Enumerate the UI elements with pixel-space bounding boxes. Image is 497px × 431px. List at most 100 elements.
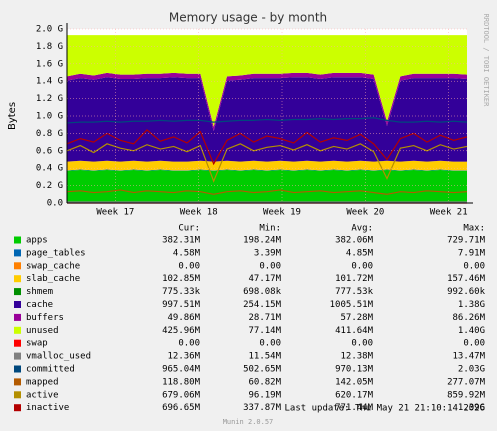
legend-entry: mapped bbox=[26, 377, 59, 387]
legend-entry: slab_cache bbox=[26, 274, 80, 284]
legend-stat: 3.39M bbox=[254, 248, 282, 258]
legend-swatch bbox=[14, 365, 21, 373]
legend-stat: 57.28M bbox=[340, 313, 373, 323]
x-tick-label: Week 19 bbox=[263, 208, 301, 218]
legend-stat: 777.53k bbox=[335, 287, 374, 297]
y-tick-label: 0.8 G bbox=[36, 129, 63, 139]
legend-stat: 382.31M bbox=[162, 236, 201, 246]
legend-header: Min: bbox=[259, 224, 281, 234]
legend-entry: unused bbox=[26, 326, 59, 336]
legend-swatch bbox=[14, 339, 21, 347]
y-tick-label: 0.6 G bbox=[36, 146, 63, 156]
legend-stat: 4.58M bbox=[173, 248, 201, 258]
legend-stat: 28.71M bbox=[248, 313, 281, 323]
legend-swatch bbox=[14, 236, 21, 244]
legend-stat: 0.00 bbox=[259, 261, 281, 271]
line bbox=[66, 129, 468, 166]
legend-header: Avg: bbox=[351, 224, 373, 234]
legend-stat: 620.17M bbox=[335, 390, 374, 400]
legend-stat: 997.51M bbox=[162, 300, 201, 310]
legend-swatch bbox=[14, 249, 21, 257]
legend-stat: 142.05M bbox=[335, 377, 374, 387]
legend-swatch bbox=[14, 378, 21, 386]
legend-stat: 1.40G bbox=[458, 326, 485, 336]
line bbox=[66, 117, 468, 124]
side-text: RRDTOOL / TOBI OETIKER bbox=[482, 14, 490, 108]
legend-stat: 118.80M bbox=[162, 377, 201, 387]
legend-entry: swap bbox=[26, 339, 48, 349]
legend-entry: shmem bbox=[26, 287, 53, 297]
legend-swatch bbox=[14, 326, 21, 334]
legend-entry: active bbox=[26, 390, 59, 400]
legend-stat: 60.82M bbox=[248, 377, 281, 387]
legend-swatch bbox=[14, 313, 21, 321]
legend-stat: 102.85M bbox=[162, 274, 201, 284]
y-tick-label: 0.0 bbox=[47, 199, 63, 209]
legend-entry: cache bbox=[26, 300, 53, 310]
legend-stat: 77.14M bbox=[248, 326, 281, 336]
legend-stat: 0.00 bbox=[259, 339, 281, 349]
legend-stat: 101.72M bbox=[335, 274, 374, 284]
legend-header: Cur: bbox=[178, 224, 200, 234]
y-axis-label: Bytes bbox=[7, 102, 18, 130]
legend-stat: 679.06M bbox=[162, 390, 201, 400]
legend-stat: 502.65M bbox=[243, 365, 282, 375]
y-tick-label: 1.8 G bbox=[36, 42, 63, 52]
legend-stat: 4.85M bbox=[346, 248, 374, 258]
legend-swatch bbox=[14, 275, 21, 283]
legend-stat: 0.00 bbox=[351, 261, 373, 271]
legend-stat: 425.96M bbox=[162, 326, 201, 336]
legend-stat: 970.13M bbox=[335, 365, 374, 375]
legend-stat: 698.08k bbox=[243, 287, 282, 297]
legend-stat: 337.87M bbox=[243, 403, 282, 413]
legend-stat: 859.92M bbox=[447, 390, 486, 400]
legend-swatch bbox=[14, 288, 21, 296]
legend-stat: 11.54M bbox=[248, 352, 281, 362]
legend-stat: 2.03G bbox=[458, 365, 485, 375]
legend-stat: 775.33k bbox=[162, 287, 201, 297]
legend-stat: 277.07M bbox=[447, 377, 486, 387]
legend-header: Max: bbox=[463, 224, 485, 234]
area bbox=[67, 169, 467, 171]
legend-swatch bbox=[14, 352, 21, 360]
legend-stat: 13.47M bbox=[452, 352, 485, 362]
legend-stat: 382.06M bbox=[335, 236, 374, 246]
legend-entry: inactive bbox=[26, 403, 69, 413]
legend-stat: 696.65M bbox=[162, 403, 201, 413]
legend-stat: 992.60k bbox=[447, 287, 486, 297]
legend-stat: 411.64M bbox=[335, 326, 374, 336]
legend-stat: 965.04M bbox=[162, 365, 201, 375]
legend-stat: 254.15M bbox=[243, 300, 282, 310]
chart-title: Memory usage - by month bbox=[169, 11, 327, 25]
legend-stat: 1.38G bbox=[458, 300, 485, 310]
legend-stat: 1.39G bbox=[458, 403, 485, 413]
last-update: Last update: Thu May 21 21:10:14 2026 bbox=[285, 404, 485, 414]
y-tick-label: 0.2 G bbox=[36, 181, 63, 191]
y-tick-label: 1.4 G bbox=[36, 77, 63, 87]
y-tick-label: 1.2 G bbox=[36, 94, 63, 104]
legend-stat: 12.36M bbox=[167, 352, 200, 362]
legend-stat: 771.44M bbox=[335, 403, 374, 413]
line bbox=[66, 189, 468, 195]
legend-stat: 49.86M bbox=[167, 313, 200, 323]
x-tick-label: Week 20 bbox=[346, 208, 384, 218]
legend-stat: 0.00 bbox=[178, 261, 200, 271]
legend-entry: swap_cache bbox=[26, 261, 80, 271]
legend-stat: 729.71M bbox=[447, 236, 486, 246]
legend-entry: buffers bbox=[26, 313, 64, 323]
y-tick-label: 0.4 G bbox=[36, 164, 63, 174]
legend-stat: 0.00 bbox=[178, 339, 200, 349]
x-tick-label: Week 21 bbox=[430, 208, 468, 218]
legend-stat: 1005.51M bbox=[330, 300, 374, 310]
y-tick-label: 1.6 G bbox=[36, 59, 63, 69]
legend-stat: 96.19M bbox=[248, 390, 281, 400]
legend-stat: 86.26M bbox=[452, 313, 485, 323]
footer: Munin 2.0.57 bbox=[223, 418, 274, 426]
legend-entry: vmalloc_used bbox=[26, 352, 91, 362]
x-tick-label: Week 18 bbox=[180, 208, 218, 218]
legend-swatch bbox=[14, 404, 21, 412]
area bbox=[67, 169, 467, 203]
y-tick-label: 1.0 G bbox=[36, 112, 63, 122]
legend-stat: 7.91M bbox=[458, 248, 486, 258]
